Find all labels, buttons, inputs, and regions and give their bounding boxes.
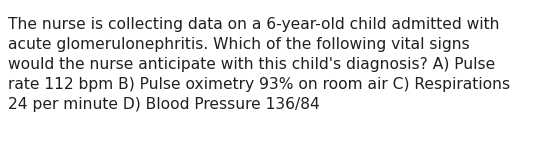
Text: The nurse is collecting data on a 6-year-old child admitted with
acute glomerulo: The nurse is collecting data on a 6-year… (8, 17, 510, 112)
